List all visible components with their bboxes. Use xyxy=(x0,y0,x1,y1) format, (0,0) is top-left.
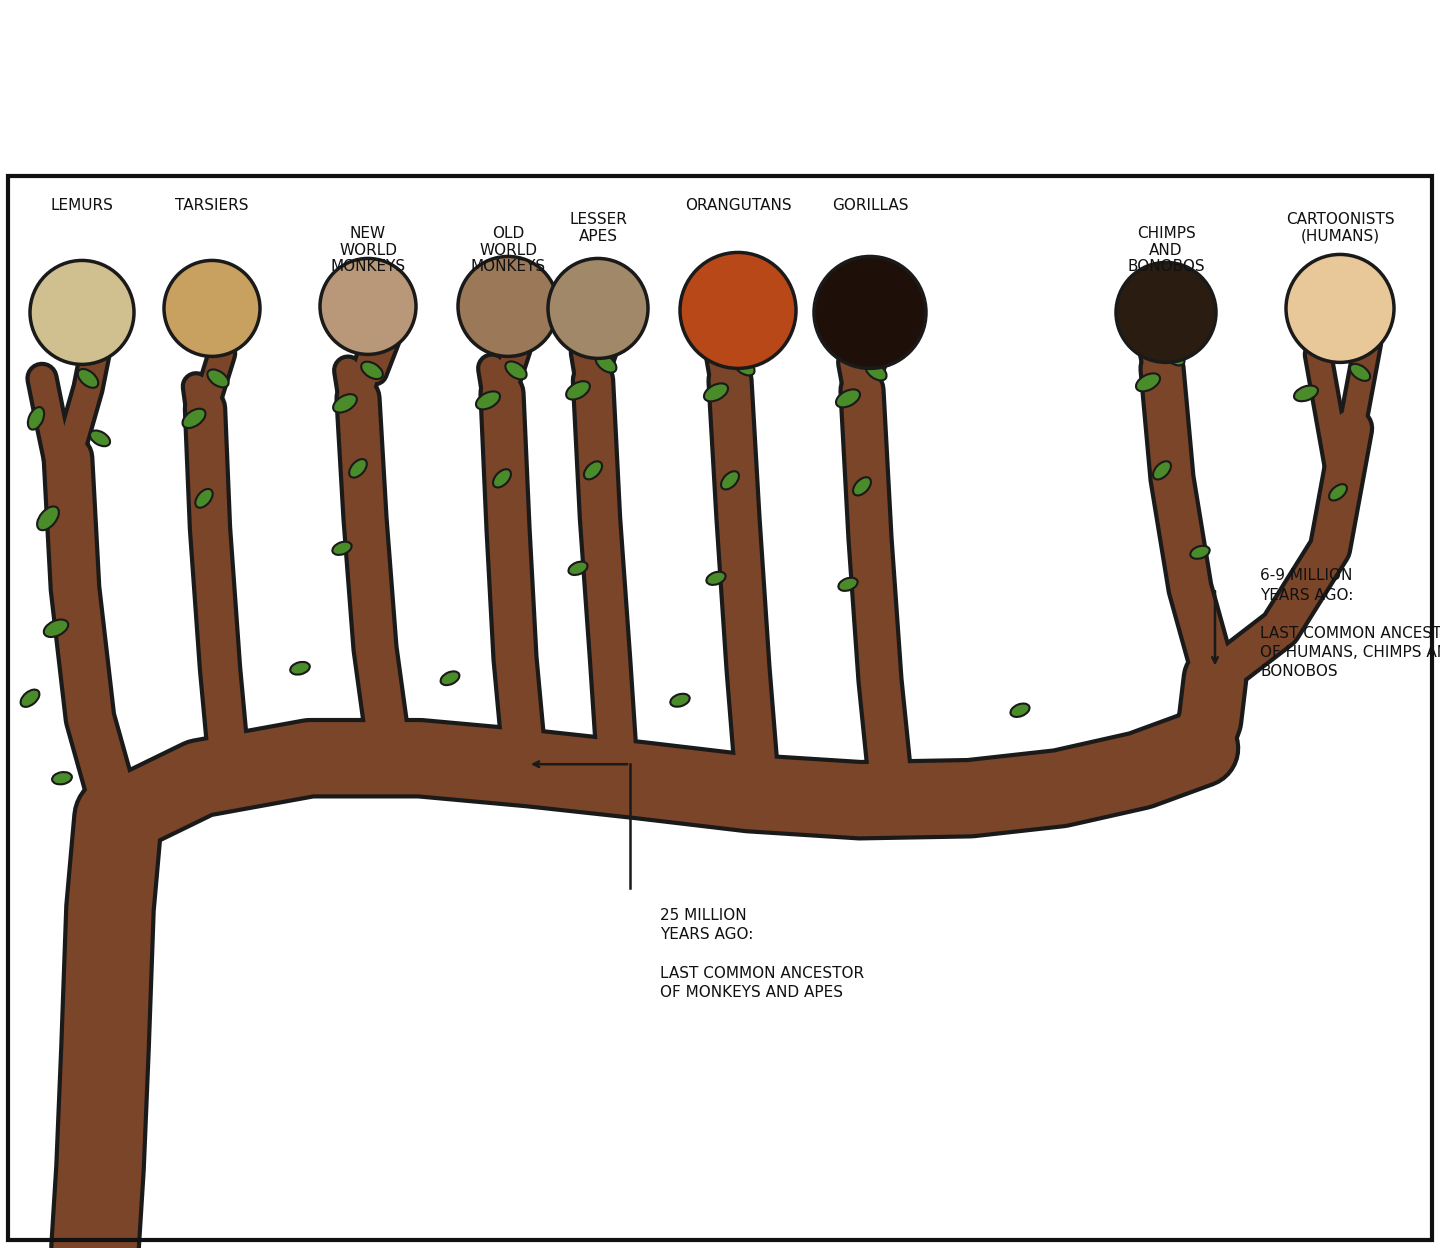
Text: 6-9 MILLION
YEARS AGO:

LAST COMMON ANCESTOR
OF HUMANS, CHIMPS AND
BONOBOS: 6-9 MILLION YEARS AGO: LAST COMMON ANCES… xyxy=(1260,568,1440,679)
Text: ORANGUTANS: ORANGUTANS xyxy=(684,198,792,213)
Ellipse shape xyxy=(1164,347,1185,366)
Ellipse shape xyxy=(1329,484,1346,500)
Ellipse shape xyxy=(585,462,602,479)
Text: 25 MILLION
YEARS AGO:

LAST COMMON ANCESTOR
OF MONKEYS AND APES: 25 MILLION YEARS AGO: LAST COMMON ANCEST… xyxy=(660,909,864,1000)
Ellipse shape xyxy=(89,431,109,447)
Ellipse shape xyxy=(670,694,690,706)
Text: CHIMPS
AND
BONOBOS: CHIMPS AND BONOBOS xyxy=(1128,226,1205,273)
Ellipse shape xyxy=(721,472,739,489)
Ellipse shape xyxy=(1136,373,1161,392)
Text: GORILLAS: GORILLAS xyxy=(832,198,909,213)
Text: TARSIERS: TARSIERS xyxy=(176,198,249,213)
Ellipse shape xyxy=(1295,386,1318,401)
Ellipse shape xyxy=(361,362,383,379)
Ellipse shape xyxy=(196,489,213,508)
Text: LEMURS: LEMURS xyxy=(50,198,114,213)
Ellipse shape xyxy=(837,389,860,407)
Ellipse shape xyxy=(333,394,357,413)
Ellipse shape xyxy=(492,469,511,488)
Ellipse shape xyxy=(78,369,98,388)
Ellipse shape xyxy=(348,459,367,478)
Ellipse shape xyxy=(566,381,590,399)
Ellipse shape xyxy=(1153,462,1171,479)
Text: LESSER
APES: LESSER APES xyxy=(569,212,626,243)
Ellipse shape xyxy=(37,507,59,530)
Circle shape xyxy=(680,252,796,368)
Ellipse shape xyxy=(707,572,726,585)
Ellipse shape xyxy=(183,408,206,428)
Text: OLD
WORLD
MONKEYS: OLD WORLD MONKEYS xyxy=(471,226,546,273)
Ellipse shape xyxy=(852,477,871,495)
Ellipse shape xyxy=(1191,545,1210,559)
Circle shape xyxy=(320,258,416,354)
Ellipse shape xyxy=(704,383,729,402)
Circle shape xyxy=(814,256,926,368)
Ellipse shape xyxy=(20,690,39,706)
Circle shape xyxy=(1116,262,1215,362)
Ellipse shape xyxy=(477,392,500,409)
Text: NEW
WORLD
MONKEYS: NEW WORLD MONKEYS xyxy=(330,226,406,273)
Ellipse shape xyxy=(441,671,459,685)
Circle shape xyxy=(1286,255,1394,362)
Ellipse shape xyxy=(838,578,858,590)
Ellipse shape xyxy=(733,357,755,376)
Circle shape xyxy=(164,261,261,357)
Circle shape xyxy=(458,256,559,357)
Ellipse shape xyxy=(569,562,588,575)
Circle shape xyxy=(30,261,134,364)
Ellipse shape xyxy=(43,619,68,636)
Ellipse shape xyxy=(505,362,527,379)
Ellipse shape xyxy=(27,407,45,429)
Ellipse shape xyxy=(207,369,229,387)
Ellipse shape xyxy=(291,661,310,675)
Ellipse shape xyxy=(1011,704,1030,716)
Text: HUMANS CAN RECOGNIZE FACES THEY HAVEN’T SEEN FOR NEARLY 50 YEARS.
FINDING OUT TH: HUMANS CAN RECOGNIZE FACES THEY HAVEN’T … xyxy=(26,35,1172,127)
Ellipse shape xyxy=(52,773,72,784)
Ellipse shape xyxy=(865,362,887,381)
Ellipse shape xyxy=(333,542,351,555)
Circle shape xyxy=(549,258,648,358)
Text: CARTOONISTS
(HUMANS): CARTOONISTS (HUMANS) xyxy=(1286,212,1394,243)
Ellipse shape xyxy=(596,354,616,373)
Ellipse shape xyxy=(1349,364,1369,381)
